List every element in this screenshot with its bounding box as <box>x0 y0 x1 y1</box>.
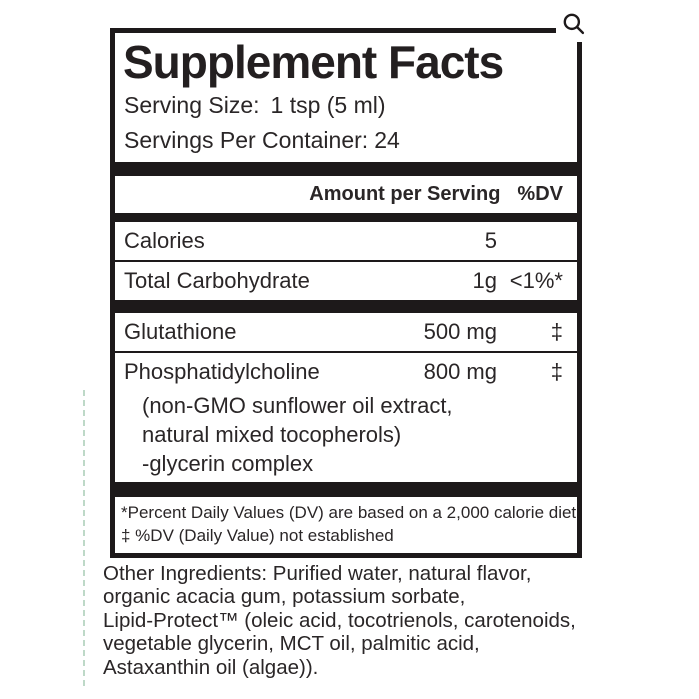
other-ingredients-line: Lipid-Protect™ (oleic acid, tocotrienols… <box>103 608 576 632</box>
other-ingredients-line: organic acacia gum, potassium sorbate, <box>103 585 466 609</box>
serving-size-label: Serving Size: <box>124 91 260 118</box>
divider-thin <box>115 259 577 262</box>
magnifier-icon <box>561 11 587 37</box>
supplement-facts-title: Supplement Facts <box>123 36 504 88</box>
corner-patch <box>556 6 596 42</box>
nutrient-subline: natural mixed tocopherols) <box>142 421 402 447</box>
nutrient-name: Calories <box>124 227 205 253</box>
nutrient-name: Glutathione <box>124 318 237 344</box>
nutrient-amount: 800 mg <box>423 358 497 384</box>
nutrient-name: Phosphatidylcholine <box>124 358 320 384</box>
divider-medium <box>115 212 577 222</box>
amount-per-serving-header: Amount per Serving <box>309 182 501 205</box>
other-ingredients-line: vegetable glycerin, MCT oil, palmitic ac… <box>103 632 480 656</box>
nutrient-dv: ‡ <box>550 358 563 384</box>
divider-thick <box>115 299 577 313</box>
dv-header: %DV <box>517 182 563 205</box>
nutrient-row-calories: Calories 5 <box>115 222 577 260</box>
nutrient-row-total-carbohydrate: Total Carbohydrate 1g <1%* <box>115 262 577 300</box>
nutrient-amount: 5 <box>484 227 497 253</box>
serving-size-value: 1 tsp (5 ml) <box>270 91 386 118</box>
nutrient-subline: -glycerin complex <box>142 450 314 476</box>
nutrient-dv: ‡ <box>550 318 563 344</box>
serving-size-line: Serving Size: 1 tsp (5 ml) <box>115 88 577 123</box>
divider-thin <box>115 350 577 353</box>
column-header-row: Amount per Serving %DV <box>115 176 577 213</box>
other-ingredients-line: Astaxanthin oil (algae)). <box>103 655 319 679</box>
nutrient-subline: (non-GMO sunflower oil extract, <box>142 392 453 418</box>
zoom-button[interactable] <box>561 11 587 37</box>
servings-per-container-value: 24 <box>374 126 400 153</box>
dv-not-established-footnote: ‡ %DV (Daily Value) not established <box>121 526 394 545</box>
footnote-block: *Percent Daily Values (DV) are based on … <box>115 482 577 553</box>
product-photo-edge <box>83 390 85 686</box>
nutrient-amount: 1g <box>472 267 497 293</box>
supplement-facts-panel: Supplement Facts Serving Size: 1 tsp (5 m… <box>110 28 582 558</box>
divider-thick <box>115 161 577 176</box>
nutrient-dv: <1%* <box>509 267 563 293</box>
other-ingredients-block: Other Ingredients: Purified water, natur… <box>103 562 576 679</box>
divider-thick <box>115 482 577 497</box>
servings-per-container-line: Servings Per Container: 24 <box>115 123 577 158</box>
other-ingredients-line: Other Ingredients: Purified water, natur… <box>103 562 532 585</box>
nutrient-amount: 500 mg <box>423 318 497 344</box>
nutrient-row-phosphatidylcholine: Phosphatidylcholine 800 mg ‡ <box>115 353 577 391</box>
nutrient-name: Total Carbohydrate <box>124 267 310 293</box>
servings-per-container-label: Servings Per Container: <box>124 126 369 153</box>
daily-value-footnote: *Percent Daily Values (DV) are based on … <box>121 503 577 522</box>
nutrient-row-glutathione: Glutathione 500 mg ‡ <box>115 313 577 351</box>
